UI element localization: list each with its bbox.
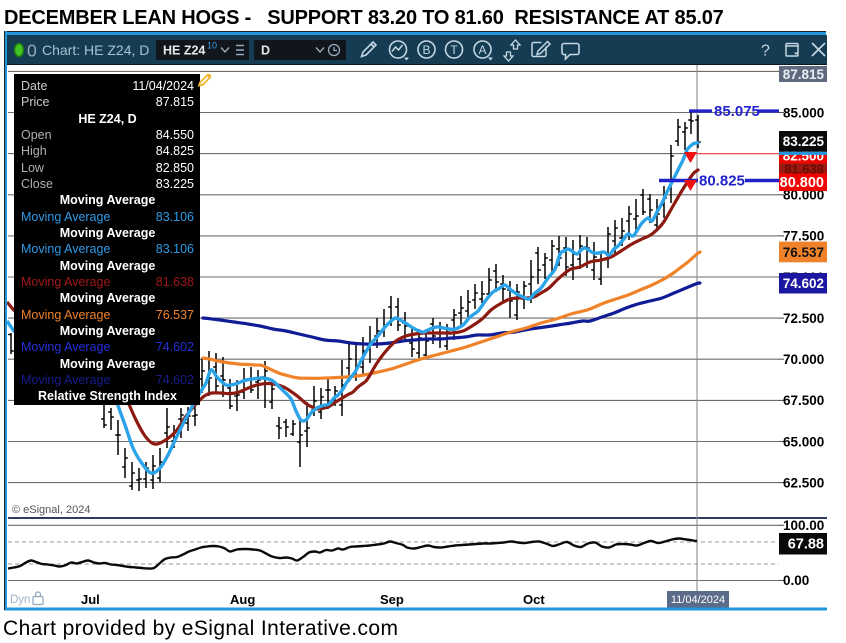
svg-text:67.88: 67.88 (788, 537, 824, 553)
svg-text:?: ? (761, 42, 770, 59)
svg-text:Oct: Oct (523, 592, 545, 607)
svg-text:77.500: 77.500 (783, 229, 824, 244)
svg-text:T: T (450, 43, 458, 57)
svg-text:70.000: 70.000 (783, 352, 824, 367)
svg-text:80.000: 80.000 (783, 188, 824, 203)
svg-text:0: 0 (27, 40, 37, 60)
svg-text:85.075: 85.075 (714, 103, 760, 120)
svg-text:© eSignal, 2024: © eSignal, 2024 (12, 504, 90, 516)
svg-text:87.815: 87.815 (783, 67, 825, 82)
svg-text:85.000: 85.000 (783, 105, 824, 120)
svg-text:D: D (261, 43, 270, 57)
svg-text:65.000: 65.000 (783, 434, 824, 449)
svg-text:10: 10 (207, 40, 217, 50)
svg-text:83.225: 83.225 (783, 134, 825, 149)
svg-text:B: B (422, 43, 430, 57)
svg-text:62.500: 62.500 (783, 475, 824, 490)
svg-text:Aug: Aug (230, 592, 255, 607)
svg-text:100.00: 100.00 (783, 518, 824, 533)
svg-text:72.500: 72.500 (783, 311, 824, 326)
svg-text:80.800: 80.800 (780, 175, 824, 191)
svg-text:76.537: 76.537 (783, 245, 824, 260)
svg-text:Jul: Jul (81, 592, 100, 607)
svg-text:A: A (478, 43, 486, 57)
svg-text:Dyn: Dyn (10, 594, 30, 606)
svg-text:HE Z24: HE Z24 (163, 43, 205, 57)
svg-text:Sep: Sep (380, 592, 404, 607)
svg-text:11/04/2024: 11/04/2024 (671, 594, 725, 606)
svg-text:Chart: HE Z24, D: Chart: HE Z24, D (42, 42, 149, 58)
svg-text:0.00: 0.00 (783, 573, 809, 588)
svg-text:74.602: 74.602 (783, 276, 824, 291)
svg-text:80.825: 80.825 (699, 173, 745, 190)
svg-text:67.500: 67.500 (783, 393, 824, 408)
svg-text:81.638: 81.638 (784, 162, 824, 177)
